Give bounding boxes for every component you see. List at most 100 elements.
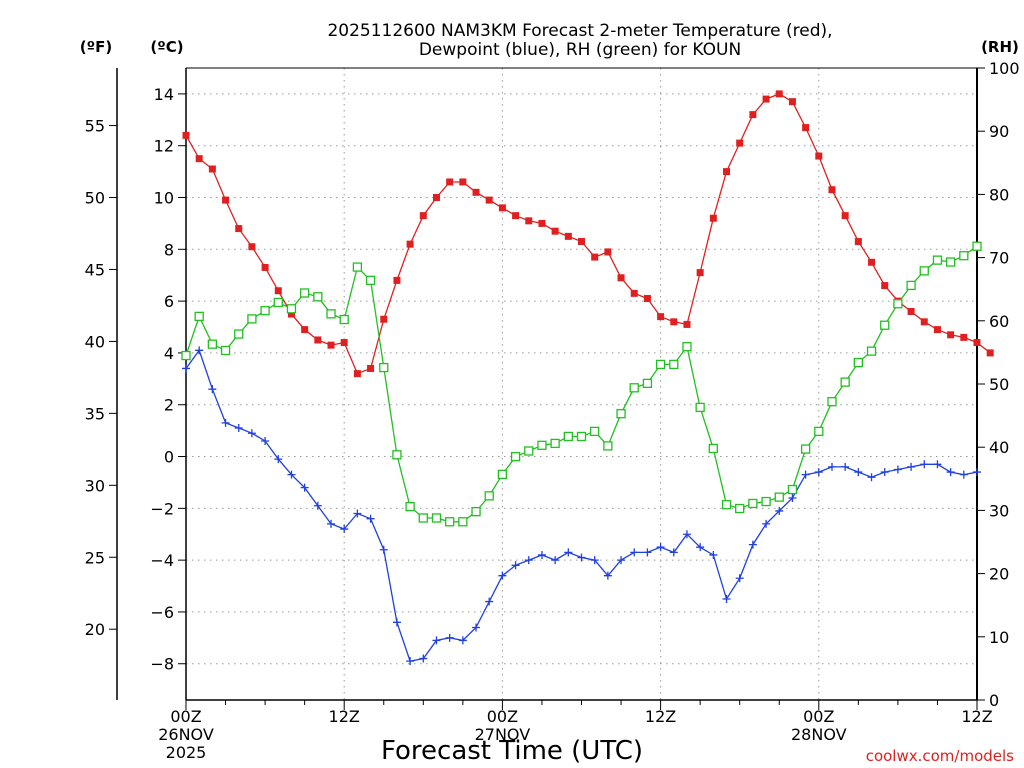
- data-point: [866, 346, 877, 356]
- time-tick-label: 12Z: [329, 707, 360, 726]
- data-point: [629, 383, 639, 393]
- celsius-tick-label: 14: [154, 85, 174, 104]
- data-point: [709, 550, 718, 559]
- data-point: [208, 165, 216, 173]
- data-point: [247, 314, 257, 324]
- rh-tick-label: 80: [989, 185, 1009, 204]
- series-2-meter-temperature: [182, 90, 994, 378]
- time-tick-label: 00Z: [803, 707, 834, 726]
- data-point: [656, 543, 665, 552]
- time-tick-label: 12Z: [645, 707, 676, 726]
- data-point: [300, 483, 309, 492]
- data-point: [182, 131, 190, 139]
- data-point: [459, 178, 467, 186]
- data-point: [868, 258, 876, 266]
- grid-lines: [186, 68, 977, 700]
- data-point: [273, 297, 283, 308]
- celsius-tick-label: 4: [164, 344, 174, 363]
- time-tick-label: 28NOV: [791, 725, 847, 744]
- data-point: [537, 440, 547, 450]
- data-point: [551, 556, 560, 565]
- data-point: [709, 214, 717, 222]
- data-point: [721, 500, 732, 510]
- data-point: [604, 248, 612, 256]
- data-point: [920, 318, 928, 326]
- rh-tick-label: 50: [989, 375, 1009, 394]
- rh-tick-label: 20: [989, 565, 1009, 584]
- data-point: [617, 556, 626, 565]
- data-point: [762, 519, 771, 528]
- rh-tick-label: 60: [989, 312, 1009, 331]
- data-point: [485, 597, 494, 606]
- rh-unit-label: (RH): [981, 38, 1019, 56]
- data-point: [735, 503, 745, 514]
- data-point: [907, 307, 915, 315]
- time-tick-label: 27NOV: [475, 725, 531, 744]
- data-point: [220, 345, 231, 356]
- data-point: [657, 313, 665, 321]
- data-point: [563, 431, 573, 442]
- data-point: [919, 266, 929, 276]
- data-point: [484, 491, 494, 501]
- data-point: [920, 460, 929, 469]
- data-point: [431, 513, 442, 523]
- data-point: [630, 548, 639, 557]
- data-point: [788, 98, 796, 106]
- data-point: [327, 341, 335, 349]
- data-point: [947, 331, 955, 339]
- data-point: [352, 262, 363, 272]
- data-point: [222, 196, 230, 204]
- data-point: [432, 194, 440, 202]
- data-point: [696, 543, 705, 552]
- data-point: [287, 470, 296, 479]
- data-point: [682, 342, 692, 352]
- data-point: [578, 238, 585, 246]
- data-point: [314, 336, 322, 344]
- data-point: [696, 269, 704, 277]
- data-point: [814, 468, 823, 477]
- data-point: [406, 240, 414, 248]
- data-point: [841, 212, 849, 220]
- data-point: [867, 473, 876, 482]
- series-relative-humidity: [181, 241, 982, 527]
- celsius-tick-label: −6: [150, 603, 174, 622]
- data-point: [603, 571, 612, 580]
- data-point: [353, 370, 361, 378]
- chart-title: 2025112600 NAM3KM Forecast 2-meter Tempe…: [327, 21, 832, 41]
- data-point: [841, 462, 850, 471]
- fahrenheit-tick-label: 50: [85, 189, 105, 208]
- data-point: [774, 492, 784, 502]
- data-point: [510, 452, 521, 462]
- data-point: [274, 287, 282, 295]
- data-point: [642, 378, 653, 389]
- data-point: [365, 275, 376, 286]
- data-point: [419, 212, 427, 220]
- rh-tick-label: 10: [989, 628, 1009, 647]
- data-point: [828, 186, 836, 194]
- data-point: [880, 320, 890, 330]
- data-point: [458, 517, 468, 527]
- data-point: [418, 513, 428, 523]
- data-point: [683, 320, 691, 328]
- data-point: [195, 346, 204, 355]
- time-tick-label: 00Z: [170, 707, 201, 726]
- data-point: [550, 438, 560, 449]
- data-point: [326, 309, 336, 319]
- celsius-tick-label: 10: [154, 189, 174, 208]
- data-point: [286, 304, 297, 314]
- data-point: [274, 455, 283, 464]
- data-point: [827, 462, 836, 471]
- x-axis-label: Forecast Time (UTC): [381, 736, 643, 766]
- data-point: [695, 402, 705, 413]
- chart-subtitle: Dewpoint (blue), RH (green) for KOUN: [419, 40, 741, 60]
- data-point: [670, 318, 678, 326]
- data-point: [959, 470, 968, 479]
- data-point: [208, 385, 217, 394]
- data-point: [854, 468, 863, 477]
- data-point: [261, 436, 270, 445]
- data-point: [802, 124, 810, 132]
- data-point: [472, 188, 480, 196]
- data-point: [299, 288, 310, 298]
- data-point: [261, 263, 269, 271]
